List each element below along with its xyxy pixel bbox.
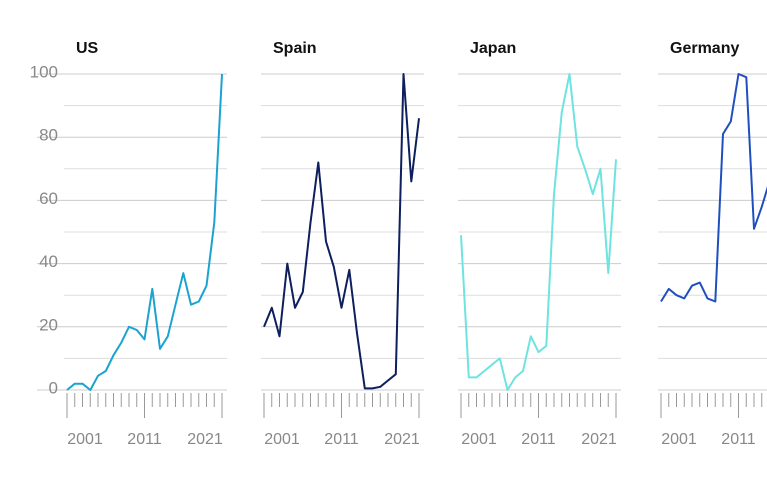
- x-tick-label: 2011: [721, 431, 756, 448]
- series-line: [460, 73, 617, 391]
- x-tick-label: 2021: [581, 431, 617, 448]
- x-tick-label: 2001: [67, 431, 103, 448]
- y-tick-label: 0: [49, 378, 58, 397]
- x-tick-label: 2021: [384, 431, 420, 448]
- x-tick-label: 2001: [661, 431, 697, 448]
- x-tick-label: 2011: [324, 431, 359, 448]
- panel-title: Japan: [470, 40, 516, 57]
- y-tick-label: 100: [30, 62, 58, 81]
- y-tick-label: 80: [39, 126, 58, 145]
- x-tick-label: 2011: [521, 431, 556, 448]
- panel-title: Germany: [670, 40, 739, 57]
- panel-title: Spain: [273, 40, 317, 57]
- series-line: [660, 73, 767, 303]
- y-tick-label: 40: [39, 252, 58, 271]
- y-tick-label: 20: [39, 315, 58, 334]
- y-tick-label: 60: [39, 189, 58, 208]
- panel-title: US: [76, 40, 99, 57]
- series-line: [263, 73, 420, 390]
- x-tick-label: 2001: [461, 431, 497, 448]
- series-line: [66, 73, 223, 391]
- x-tick-label: 2021: [187, 431, 223, 448]
- x-tick-label: 2001: [264, 431, 300, 448]
- x-tick-label: 2011: [127, 431, 162, 448]
